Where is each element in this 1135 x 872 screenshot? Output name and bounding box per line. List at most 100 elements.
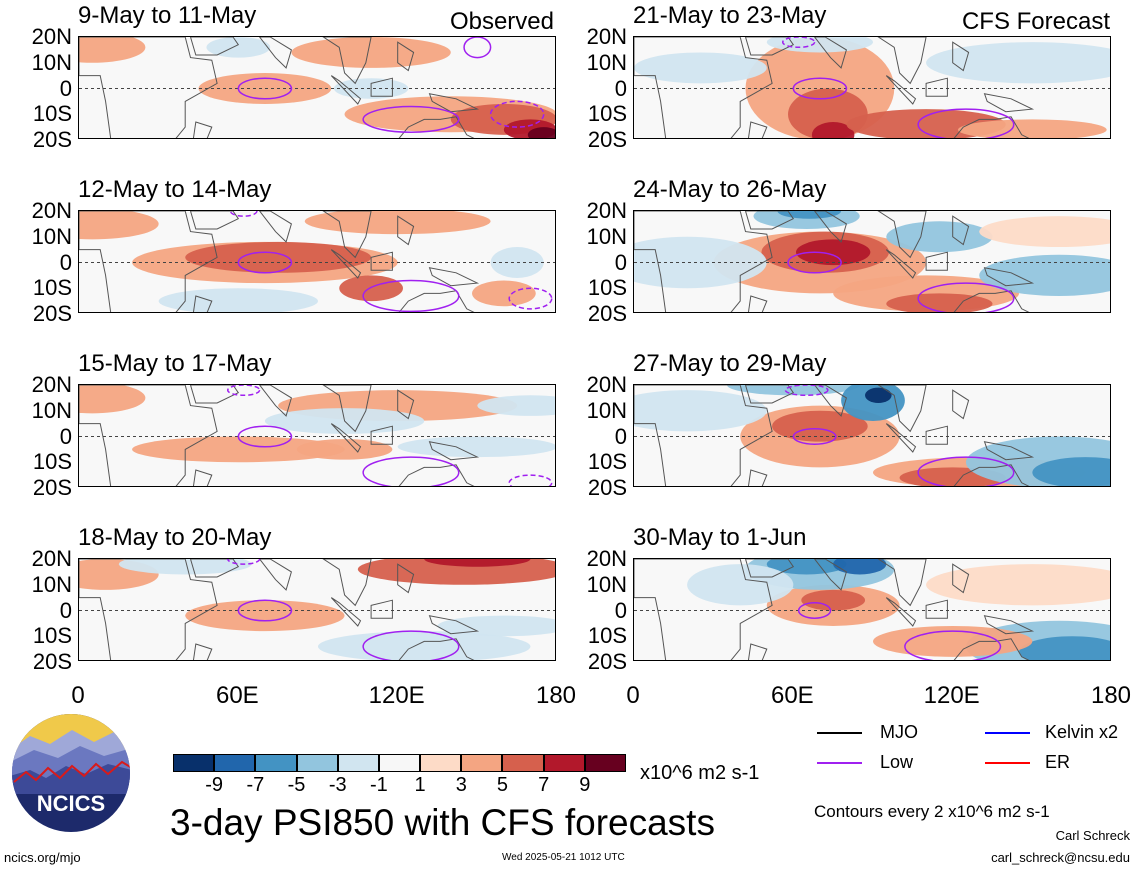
anomaly-shading: [777, 211, 842, 219]
legend-line-kelvin: [985, 732, 1030, 734]
coastline: [192, 469, 213, 486]
low-contour: [904, 630, 1002, 660]
anomaly-field: [634, 385, 1110, 486]
anomaly-shading: [873, 625, 1033, 657]
coastline: [744, 211, 795, 230]
anomaly-shading: [1019, 636, 1110, 660]
coastline: [398, 638, 475, 660]
coastline: [634, 211, 773, 312]
coastline: [397, 215, 415, 246]
anomaly-shading: [132, 436, 345, 463]
coastline: [397, 563, 415, 594]
observed-tag: Observed: [449, 8, 554, 35]
coastline: [79, 559, 218, 660]
colorbar: [173, 754, 626, 772]
anomaly-shading: [886, 221, 993, 253]
coastline: [952, 389, 970, 420]
coastline: [952, 41, 970, 72]
anomaly-shading: [339, 275, 403, 302]
panel-title-1: 12-May to 14-May: [78, 176, 272, 203]
low-contour: [362, 630, 460, 660]
panel-title-2: 15-May to 17-May: [78, 350, 272, 377]
lat-tick-label: 0: [614, 249, 627, 275]
coastline: [877, 37, 927, 85]
lon-tick-label: 60E: [770, 682, 814, 709]
coastline: [322, 385, 372, 433]
low-contour: [917, 108, 1015, 138]
coastline: [330, 597, 362, 627]
legend-line-mjo: [817, 732, 862, 734]
anomaly-shading: [291, 37, 451, 68]
lat-tick-label: 20S: [587, 127, 627, 152]
coastline: [79, 211, 218, 312]
lat-tick-label: 0: [59, 75, 72, 101]
coastline: [747, 295, 768, 312]
low-contour: [797, 602, 832, 619]
coastline: [370, 77, 393, 97]
colorbar-tick-label: 5: [496, 774, 509, 796]
panel-title-0: 9-May to 11-May: [78, 2, 257, 29]
lat-tick-label: 0: [59, 423, 72, 449]
low-contour: [237, 251, 293, 274]
colorbar-swatch: [461, 754, 503, 772]
lat-tick-label: 20S: [32, 475, 72, 500]
lat-tick-label: 10S: [587, 449, 627, 475]
coastline: [397, 41, 415, 72]
lat-tick-label: 0: [59, 597, 72, 623]
anomaly-shading: [158, 288, 318, 312]
colorbar-tick-label: -1: [370, 774, 388, 796]
anomaly-shading: [472, 280, 536, 307]
anomaly-shading: [772, 410, 868, 442]
anomaly-field: [634, 37, 1110, 138]
forecast-tag: CFS Forecast: [961, 8, 1110, 35]
lat-tick-label: 20N: [586, 24, 627, 49]
colorbar-swatch: [214, 754, 256, 772]
colorbar-tick-label: 9: [579, 774, 591, 796]
lat-tick-label: 10S: [32, 275, 72, 301]
panel-title-5: 24-May to 26-May: [633, 176, 827, 203]
lat-tick-label: 20S: [32, 301, 72, 326]
anomaly-shading: [397, 436, 555, 458]
coastline: [428, 93, 480, 113]
anomaly-shading: [477, 395, 555, 416]
anomaly-shading: [634, 52, 767, 84]
coastline: [925, 425, 948, 445]
colorbar-tick-label: 3: [455, 774, 467, 796]
anomaly-shading: [979, 216, 1110, 248]
coastline: [885, 597, 917, 627]
coastline: [744, 559, 795, 578]
low-contour: [917, 282, 1015, 312]
legend-label-er: ER: [1045, 752, 1071, 772]
coastline: [330, 423, 362, 453]
lat-tick-label: 20N: [586, 546, 627, 571]
coastline: [192, 121, 213, 138]
coastline: [634, 559, 773, 660]
lat-tick-label: 10S: [587, 275, 627, 301]
anomaly-shading: [118, 559, 252, 575]
low-contour: [237, 599, 293, 622]
lat-tick-label: 10S: [32, 623, 72, 649]
lat-tick-label: 20S: [587, 475, 627, 500]
low-contour: [463, 37, 492, 59]
panel-title-4: 21-May to 23-May: [633, 2, 827, 29]
coastline: [744, 37, 795, 56]
coastline: [885, 249, 917, 279]
map-panel-6: [633, 384, 1111, 487]
contours-note: Contours every 2 x10^6 m2 s-1: [814, 802, 1050, 821]
coastline: [744, 385, 795, 404]
coastline: [258, 37, 292, 69]
low-contour: [787, 251, 842, 274]
anomaly-field: [634, 559, 1110, 660]
coastline: [322, 559, 372, 607]
coastline: [747, 643, 768, 660]
low-contour: [362, 105, 460, 134]
lon-tick-label: 120E: [368, 682, 425, 709]
coastline: [813, 385, 847, 417]
coastline: [258, 559, 292, 591]
anomaly-shading: [79, 37, 146, 63]
colorbar-tick-label: 1: [414, 774, 426, 796]
coastline: [192, 295, 213, 312]
anomaly-shading: [527, 127, 555, 138]
lat-tick-label: 0: [614, 423, 627, 449]
legend-line-er: [985, 762, 1030, 764]
